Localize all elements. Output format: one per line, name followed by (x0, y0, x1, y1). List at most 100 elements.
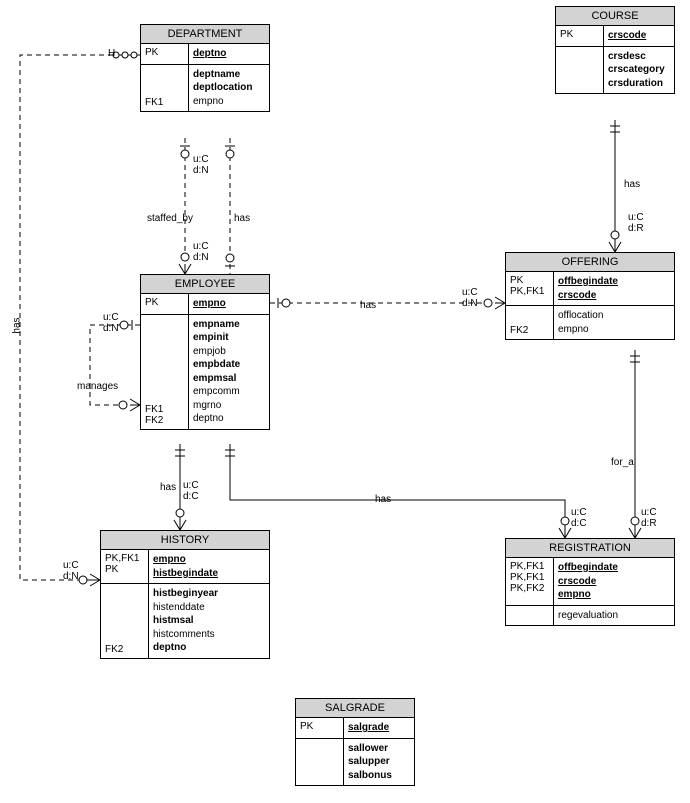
attr: crscode (558, 575, 670, 589)
entity-course: COURSEPK crscode crsdesccrscategorycrsdura… (555, 6, 675, 94)
entity-row: PKsalgrade (296, 718, 414, 739)
attr: deptno (193, 412, 265, 426)
entity-department: DEPARTMENTPKdeptnoFK1deptnamedeptlocatio… (140, 24, 270, 112)
pk-cell: FK1 (141, 65, 189, 112)
entity-title: OFFERING (506, 253, 674, 272)
entity-registration: REGISTRATIONPK,FK1PK,FK1PK,FK2offbeginda… (505, 538, 675, 626)
attr: deptlocation (193, 81, 265, 95)
attr: empjob (193, 345, 265, 359)
edge-dept-history-has (20, 55, 140, 580)
attr: histmsal (153, 614, 265, 628)
entity-title: HISTORY (101, 531, 269, 550)
attr: offbegindate (558, 561, 670, 575)
pk-cell: FK2 (506, 306, 554, 339)
attr: histbeginyear (153, 587, 265, 601)
cardinality-label: u:Cd:N (63, 560, 79, 582)
edge-label: staffed_by (147, 213, 193, 224)
entity-row: PK,FK1PK,FK1PK,FK2offbegindatecrscodeemp… (506, 558, 674, 606)
edge-label: has (360, 300, 376, 311)
pk-cell: PK (141, 44, 189, 64)
cardinality-label: u:Cd:N (193, 241, 209, 263)
pk-cell: FK2 (101, 584, 149, 658)
cardinality-label: u:Cd:C (183, 480, 199, 502)
edge-emp-registration-has (230, 444, 565, 538)
attr: offbegindate (558, 275, 670, 289)
attr: salgrade (348, 721, 410, 735)
attr-cell: crsdesccrscategorycrsduration (604, 47, 674, 94)
attr: empname (193, 318, 265, 332)
entity-row: crsdesccrscategorycrsduration (556, 47, 674, 94)
edge-label: has (375, 494, 391, 505)
cardinality-label: u:Cd:N (462, 287, 478, 309)
attr-cell: sallowersaluppersalbonus (344, 739, 414, 786)
edge-label: manages (77, 381, 118, 392)
entity-title: EMPLOYEE (141, 275, 269, 294)
entity-title: REGISTRATION (506, 539, 674, 558)
attr: histenddate (153, 601, 265, 615)
pk-cell: PK (556, 26, 604, 46)
entity-row: PK,FK1PKempnohistbegindate (101, 550, 269, 584)
entity-row: PK crscode (556, 26, 674, 47)
attr-cell: salgrade (344, 718, 414, 738)
attr: empno (558, 588, 670, 602)
attr-cell: offbegindatecrscodeempno (554, 558, 674, 605)
entity-row: FK2histbeginyearhistenddatehistmsalhistc… (101, 584, 269, 658)
pk-cell: PK,FK1PK (101, 550, 149, 583)
pk-cell: PK (141, 294, 189, 314)
attr: offlocation (558, 309, 670, 323)
attr: deptname (193, 68, 265, 82)
attr: histcomments (153, 628, 265, 642)
attr: deptno (193, 47, 265, 61)
attr: sallower (348, 742, 410, 756)
attr: empno (193, 95, 265, 109)
attr: salupper (348, 755, 410, 769)
attr: empno (153, 553, 265, 567)
attr: empmsal (193, 372, 265, 386)
pk-cell (506, 606, 554, 626)
edge-label: has (12, 317, 23, 333)
attr: deptno (153, 641, 265, 655)
attr: empbdate (193, 358, 265, 372)
attr-cell: deptno (189, 44, 269, 64)
edge-layer (0, 0, 690, 803)
attr-cell: histbeginyearhistenddatehistmsalhistcomm… (149, 584, 269, 658)
attr-cell: crscode (604, 26, 674, 46)
entity-row: FK1FK2empnameempinitempjobempbdateempmsa… (141, 315, 269, 429)
attr-cell: empnameempinitempjobempbdateempmsalempco… (189, 315, 269, 429)
entity-history: HISTORYPK,FK1PKempnohistbegindateFK2hist… (100, 530, 270, 659)
edge-emp-manages (90, 325, 140, 405)
attr-cell: regevaluation (554, 606, 674, 626)
attr: empcomm (193, 385, 265, 399)
attr-cell: offbegindatecrscode (554, 272, 674, 305)
entity-row: PKPK,FK1offbegindatecrscode (506, 272, 674, 306)
entity-row: PK empno (141, 294, 269, 315)
attr: mgrno (193, 399, 265, 413)
pk-cell (556, 47, 604, 94)
edge-label: has (624, 179, 640, 190)
cardinality-label: u:Cd:N (103, 312, 119, 334)
entity-title: COURSE (556, 7, 674, 26)
pk-cell: PK,FK1PK,FK1PK,FK2 (506, 558, 554, 605)
attr: regevaluation (558, 609, 670, 623)
cardinality-label: u:Cd:N (193, 154, 209, 176)
attr: empno (193, 297, 265, 311)
entity-row: regevaluation (506, 606, 674, 626)
entity-title: DEPARTMENT (141, 25, 269, 44)
edge-label: has (234, 213, 250, 224)
edge-label: for_a (611, 457, 634, 468)
pk-cell: PKPK,FK1 (506, 272, 554, 305)
attr: salbonus (348, 769, 410, 783)
attr: crsdesc (608, 50, 670, 64)
cardinality-label: u:Cd:C (571, 507, 587, 529)
entity-row: FK1deptnamedeptlocationempno (141, 65, 269, 112)
entity-offering: OFFERINGPKPK,FK1offbegindatecrscodeFK2of… (505, 252, 675, 340)
attr: empinit (193, 331, 265, 345)
entity-title: SALGRADE (296, 699, 414, 718)
entity-row: PK deptno (141, 44, 269, 65)
attr: crsduration (608, 77, 670, 91)
attr: crscategory (608, 63, 670, 77)
attr: empno (558, 323, 670, 337)
attr: crscode (608, 29, 670, 43)
attr-cell: deptnamedeptlocationempno (189, 65, 269, 112)
entity-salgrade: SALGRADEPKsalgradesallowersaluppersalbon… (295, 698, 415, 786)
